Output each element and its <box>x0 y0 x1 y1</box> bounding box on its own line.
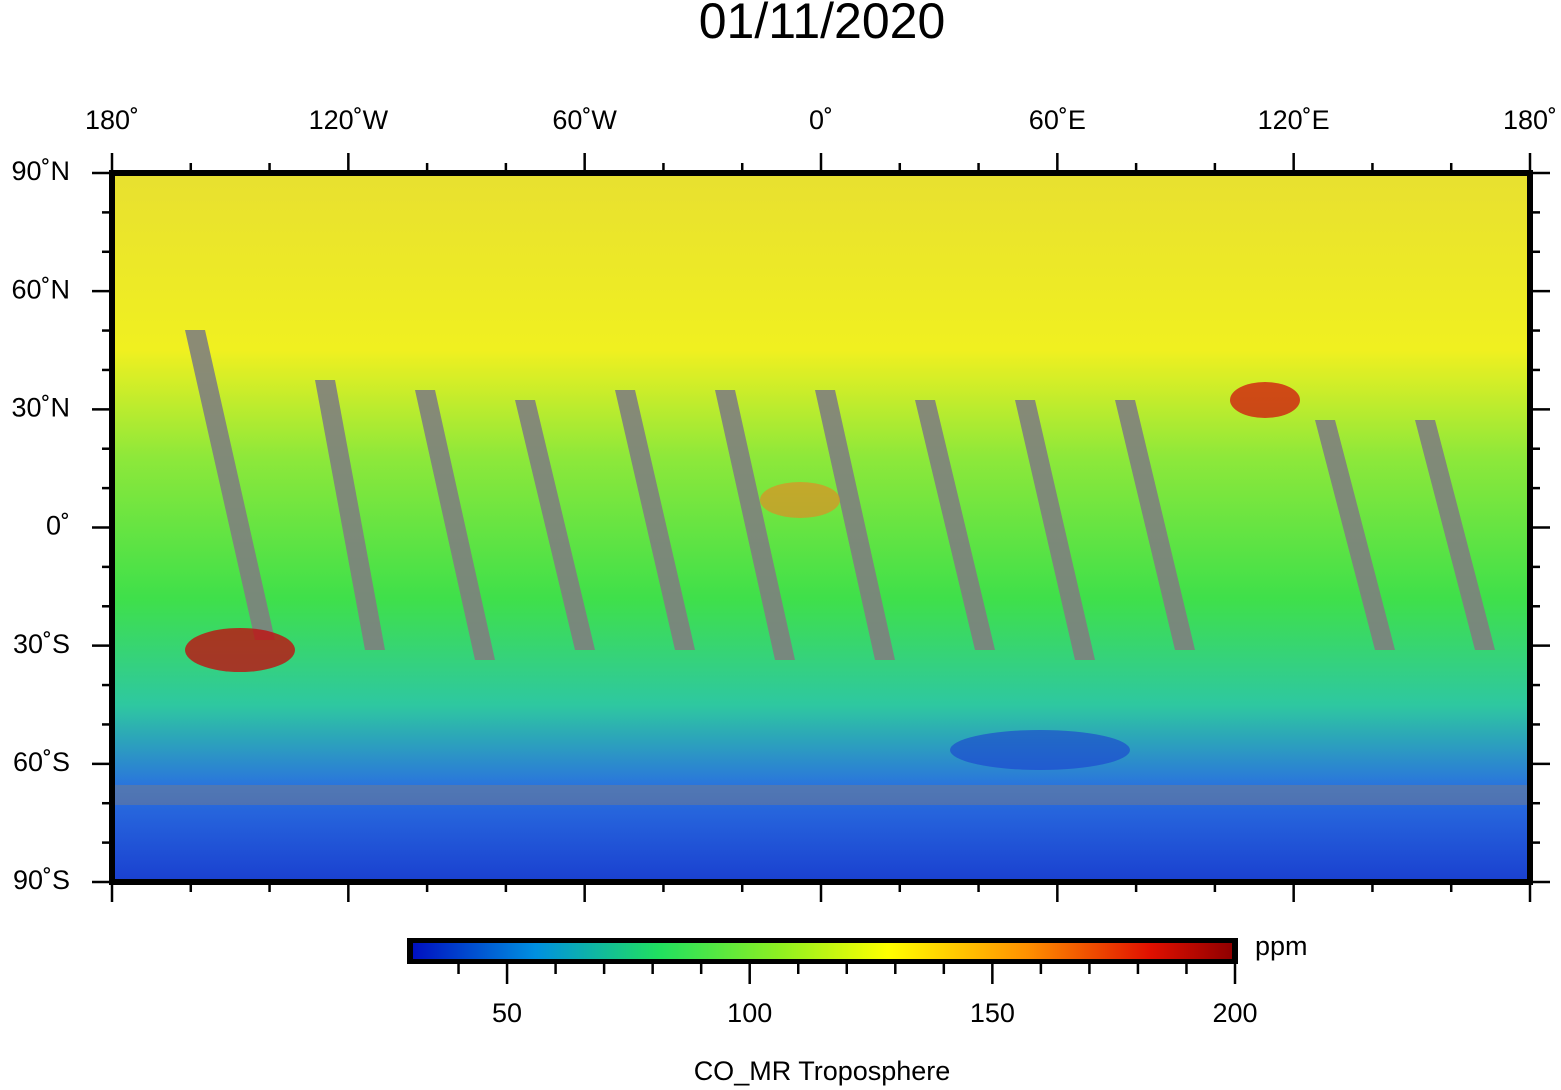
colorbar-tick-label: 50 <box>492 998 522 1028</box>
y-tick-label: 60˚S <box>13 747 70 777</box>
y-tick-label: 30˚S <box>13 629 70 659</box>
y-tick-label: 0˚ <box>46 511 70 541</box>
x-tick-label: 60˚E <box>1029 105 1086 135</box>
x-tick-label: 120˚E <box>1258 105 1330 135</box>
colorbar-tick-label: 100 <box>727 998 772 1028</box>
y-tick-label: 60˚N <box>11 274 70 304</box>
map-field <box>109 170 1533 885</box>
x-tick-label: 180˚ <box>1503 105 1557 135</box>
x-tick-label: 180˚ <box>85 105 139 135</box>
colorbar-tick-label: 200 <box>1212 998 1257 1028</box>
x-tick-label: 60˚W <box>552 105 617 135</box>
colorbar <box>407 938 1238 964</box>
y-tick-label: 30˚N <box>11 392 70 422</box>
y-tick-label: 90˚N <box>11 156 70 186</box>
colorbar-tick-label: 150 <box>970 998 1015 1028</box>
x-tick-label: 0˚ <box>809 105 833 135</box>
x-tick-label: 120˚W <box>309 105 389 135</box>
title: 01/11/2020 <box>699 0 946 49</box>
y-tick-label: 90˚S <box>13 865 70 895</box>
colorbar-unit: ppm <box>1255 931 1308 961</box>
colorbar-label: CO_MR Troposphere <box>694 1056 951 1086</box>
